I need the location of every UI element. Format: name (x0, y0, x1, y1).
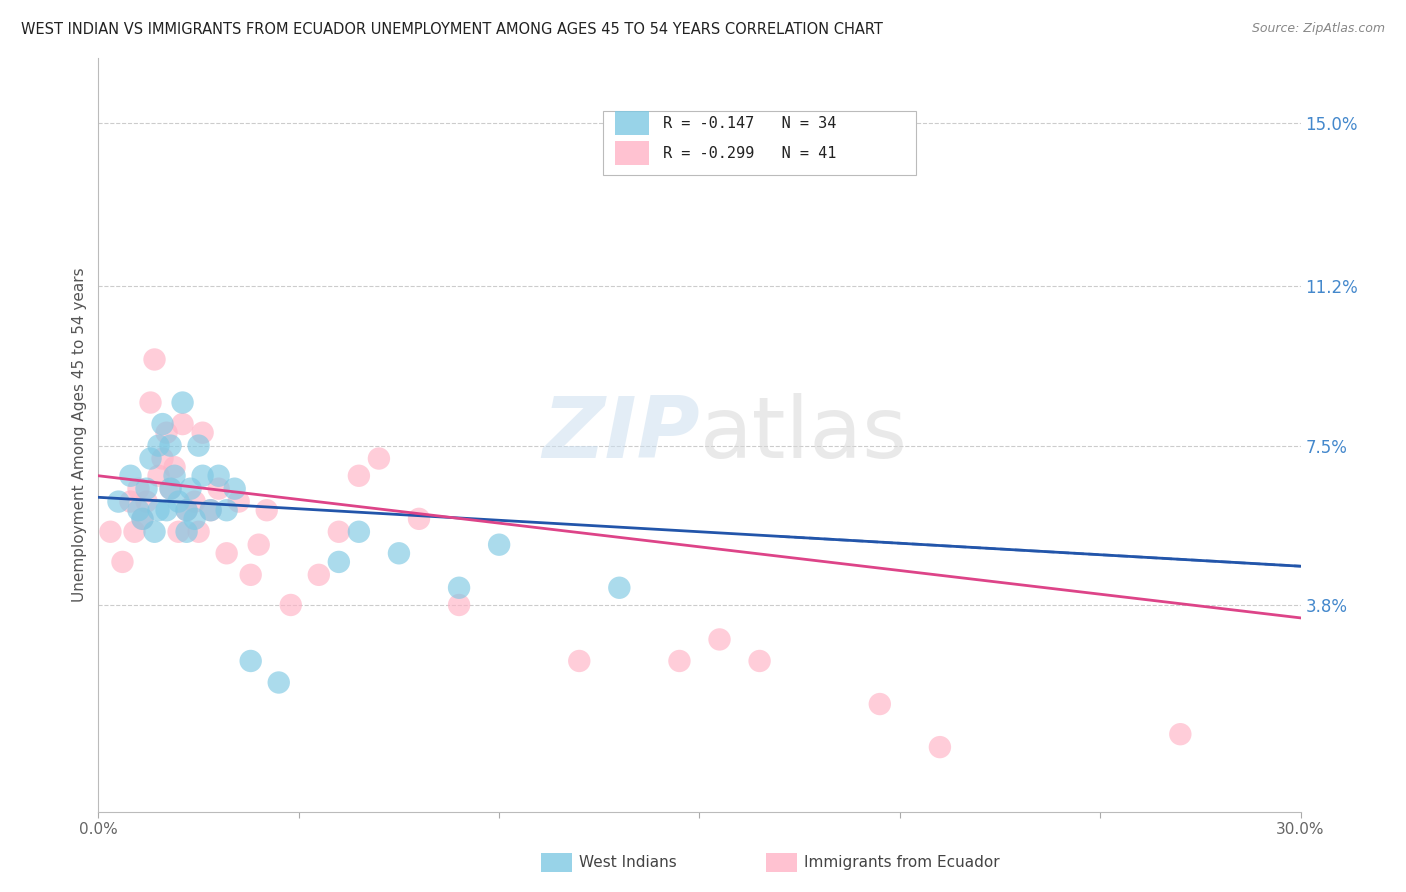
Point (239, 654, 262, 668)
Point (267, 675, 290, 690)
Y-axis label: Unemployment Among Ages 45 to 54 years: Unemployment Among Ages 45 to 54 years (72, 268, 87, 602)
Point (120, 494, 142, 508)
Point (128, 482, 150, 496)
Text: ZIP: ZIP (541, 393, 700, 476)
Point (143, 524, 166, 539)
Point (152, 451, 174, 466)
Text: atlas: atlas (700, 393, 907, 476)
Point (187, 439, 209, 453)
Point (143, 352, 166, 367)
Text: R = -0.299   N = 41: R = -0.299 N = 41 (664, 145, 837, 161)
Point (447, 581, 470, 595)
Point (167, 524, 190, 539)
Point (200, 503, 222, 517)
Point (388, 546, 411, 560)
Text: Source: ZipAtlas.com: Source: ZipAtlas.com (1251, 22, 1385, 36)
Point (148, 439, 170, 453)
Point (124, 524, 146, 539)
Point (869, 697, 891, 711)
Point (709, 632, 731, 647)
Point (347, 468, 370, 483)
Point (176, 503, 198, 517)
Point (328, 555, 350, 569)
Point (159, 482, 181, 496)
Point (107, 494, 129, 508)
Point (256, 503, 278, 517)
Point (152, 417, 174, 431)
Point (183, 494, 205, 508)
Point (929, 740, 952, 755)
Point (247, 538, 270, 552)
Text: Immigrants from Ecuador: Immigrants from Ecuador (804, 855, 1000, 870)
Point (447, 598, 470, 612)
Point (172, 395, 194, 409)
Text: R = -0.147   N = 34: R = -0.147 N = 34 (664, 116, 837, 130)
Point (131, 512, 153, 526)
Point (568, 654, 591, 668)
Point (1170, 727, 1192, 741)
Bar (616, 111, 650, 135)
Point (163, 460, 186, 475)
Point (111, 555, 134, 569)
Point (347, 524, 370, 539)
Point (187, 524, 209, 539)
Point (215, 503, 238, 517)
Point (208, 482, 231, 496)
FancyBboxPatch shape (603, 111, 915, 175)
Point (128, 503, 150, 517)
Point (408, 512, 430, 526)
Point (155, 425, 177, 440)
Point (155, 503, 177, 517)
Point (488, 538, 510, 552)
Point (176, 524, 198, 539)
Point (228, 494, 250, 508)
Point (100, 524, 122, 539)
Point (120, 468, 142, 483)
Point (139, 451, 162, 466)
Point (280, 598, 302, 612)
Point (131, 512, 153, 526)
Point (159, 482, 181, 496)
Point (180, 482, 202, 496)
Point (183, 512, 205, 526)
Point (135, 494, 157, 508)
Point (239, 567, 262, 582)
Point (159, 439, 181, 453)
Point (328, 524, 350, 539)
Text: West Indians: West Indians (579, 855, 678, 870)
Point (148, 468, 170, 483)
Point (167, 494, 190, 508)
Point (215, 546, 238, 560)
Point (172, 417, 194, 431)
Point (609, 581, 631, 595)
Point (208, 468, 231, 483)
Point (668, 654, 690, 668)
Point (200, 503, 222, 517)
Point (191, 425, 214, 440)
Point (308, 567, 330, 582)
Point (224, 482, 246, 496)
Point (368, 451, 391, 466)
Point (139, 395, 162, 409)
Point (163, 468, 186, 483)
Point (191, 468, 214, 483)
Point (135, 482, 157, 496)
Bar (616, 141, 650, 165)
Point (176, 503, 198, 517)
Text: WEST INDIAN VS IMMIGRANTS FROM ECUADOR UNEMPLOYMENT AMONG AGES 45 TO 54 YEARS CO: WEST INDIAN VS IMMIGRANTS FROM ECUADOR U… (21, 22, 883, 37)
Point (748, 654, 770, 668)
Point (148, 503, 170, 517)
